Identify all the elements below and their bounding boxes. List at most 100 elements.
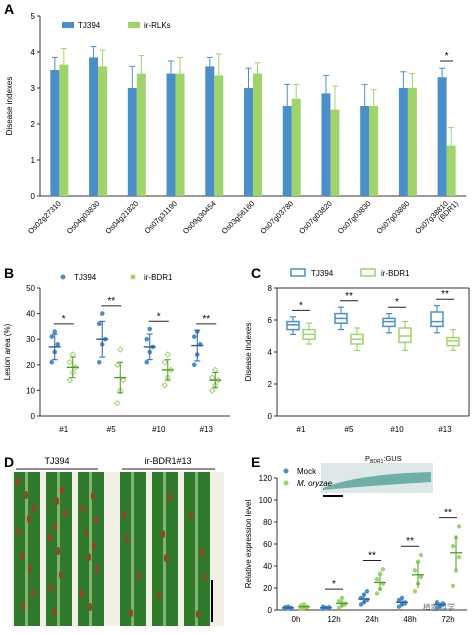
bar bbox=[291, 98, 301, 196]
legend-label: ir-RLKs bbox=[144, 21, 171, 30]
lesion bbox=[58, 571, 64, 579]
x-tick-label: 72h bbox=[441, 615, 454, 624]
significance-mark: ** bbox=[202, 314, 210, 325]
gus-stained-leaf bbox=[323, 472, 431, 490]
data-point bbox=[399, 595, 405, 601]
x-tick-label: 12h bbox=[327, 615, 340, 624]
lesion bbox=[23, 491, 29, 499]
lesion bbox=[54, 497, 60, 505]
bar bbox=[330, 109, 340, 196]
x-tick-label: #1 bbox=[297, 425, 306, 434]
data-point bbox=[380, 567, 386, 572]
data-point bbox=[336, 599, 342, 604]
significance-mark: ** bbox=[368, 551, 376, 562]
y-tick-label: 60 bbox=[263, 540, 272, 549]
data-point bbox=[66, 358, 74, 366]
significance-mark: ** bbox=[444, 508, 452, 519]
lesion bbox=[47, 534, 53, 542]
data-point bbox=[147, 326, 153, 332]
data-point bbox=[450, 583, 456, 588]
lesion bbox=[121, 511, 127, 519]
leaf-midrib bbox=[163, 472, 166, 626]
x-tick-label: 24h bbox=[365, 615, 378, 624]
bar bbox=[446, 145, 456, 196]
data-point bbox=[377, 571, 383, 576]
data-point bbox=[412, 568, 418, 573]
panel-letter-a: A bbox=[4, 1, 14, 17]
leaf-midrib bbox=[89, 472, 92, 626]
legend-swatch bbox=[62, 22, 74, 28]
significance-mark: * bbox=[299, 300, 303, 311]
y-tick-label: 1 bbox=[31, 156, 36, 165]
bar bbox=[136, 73, 146, 196]
lesion bbox=[163, 554, 169, 562]
legend-label: Mock bbox=[297, 467, 317, 476]
panel-e: E PBDR1:GUS 植物科学 020406080100120Relative… bbox=[237, 452, 474, 628]
data-point bbox=[339, 595, 345, 601]
lesion bbox=[26, 515, 32, 523]
data-point bbox=[456, 524, 462, 529]
legend-swatch bbox=[283, 480, 289, 486]
x-tick-label: 48h bbox=[403, 615, 416, 624]
lesion bbox=[55, 547, 61, 555]
inset-title: PBDR1:GUS bbox=[365, 454, 402, 465]
bar bbox=[360, 106, 370, 196]
y-tick-label: 0 bbox=[31, 192, 36, 201]
significance-mark: ** bbox=[406, 536, 414, 547]
data-point bbox=[456, 555, 462, 560]
data-point bbox=[113, 361, 121, 369]
lesion bbox=[27, 565, 33, 573]
data-point bbox=[412, 589, 418, 594]
data-point bbox=[450, 544, 456, 549]
data-point bbox=[418, 552, 424, 558]
y-tick-label: 5 bbox=[31, 12, 36, 21]
data-point bbox=[208, 374, 216, 381]
lesion bbox=[62, 510, 68, 518]
legend-swatch bbox=[283, 468, 289, 474]
data-point bbox=[96, 321, 102, 327]
chart-e: E PBDR1:GUS 植物科学 020406080100120Relative… bbox=[244, 454, 467, 624]
data-point bbox=[167, 366, 175, 374]
x-tick-label: #13 bbox=[438, 425, 452, 434]
significance-mark: * bbox=[157, 311, 161, 322]
bar bbox=[98, 66, 108, 197]
leaf-photo: D TJ394 ir-BDR1#13 bbox=[4, 454, 224, 626]
data-point bbox=[415, 559, 421, 564]
box bbox=[286, 320, 300, 331]
legend-swatch bbox=[130, 274, 136, 280]
lesion bbox=[93, 516, 99, 524]
data-point bbox=[161, 358, 169, 366]
significance-mark: * bbox=[395, 297, 399, 308]
x-tick-label: Os02g27310 bbox=[26, 199, 63, 236]
lesion bbox=[15, 478, 21, 486]
y-tick-label: 80 bbox=[263, 518, 272, 527]
leaves bbox=[14, 472, 210, 626]
x-tick-label: Os04g03830 bbox=[65, 199, 102, 236]
legend-swatch bbox=[360, 268, 376, 277]
y-tick-label: 120 bbox=[259, 474, 273, 483]
lesion bbox=[87, 603, 93, 611]
legend-label: M. oryzae bbox=[297, 479, 333, 488]
panel-letter-d: D bbox=[4, 454, 14, 470]
panel-letter-e: E bbox=[251, 454, 260, 470]
data-point bbox=[66, 376, 74, 384]
legend-label: TJ394 bbox=[74, 273, 97, 282]
data-point bbox=[191, 334, 197, 339]
y-axis-label: Disease indexes bbox=[5, 77, 14, 136]
x-tick-label: Os07g31190 bbox=[143, 199, 179, 235]
data-point bbox=[55, 342, 61, 347]
data-point bbox=[113, 399, 121, 407]
bar bbox=[282, 106, 292, 196]
x-tick-label: #5 bbox=[107, 425, 116, 434]
bar bbox=[205, 66, 215, 197]
panel-d: D TJ394 ir-BDR1#13 bbox=[0, 452, 237, 628]
data-point bbox=[69, 351, 77, 358]
lesion bbox=[31, 504, 37, 512]
lesion bbox=[94, 566, 100, 574]
box bbox=[398, 327, 412, 344]
y-tick-label: 0 bbox=[268, 412, 273, 421]
data-point bbox=[191, 362, 197, 368]
x-tick-label: #13 bbox=[200, 425, 214, 434]
leaf-midrib bbox=[195, 472, 198, 626]
